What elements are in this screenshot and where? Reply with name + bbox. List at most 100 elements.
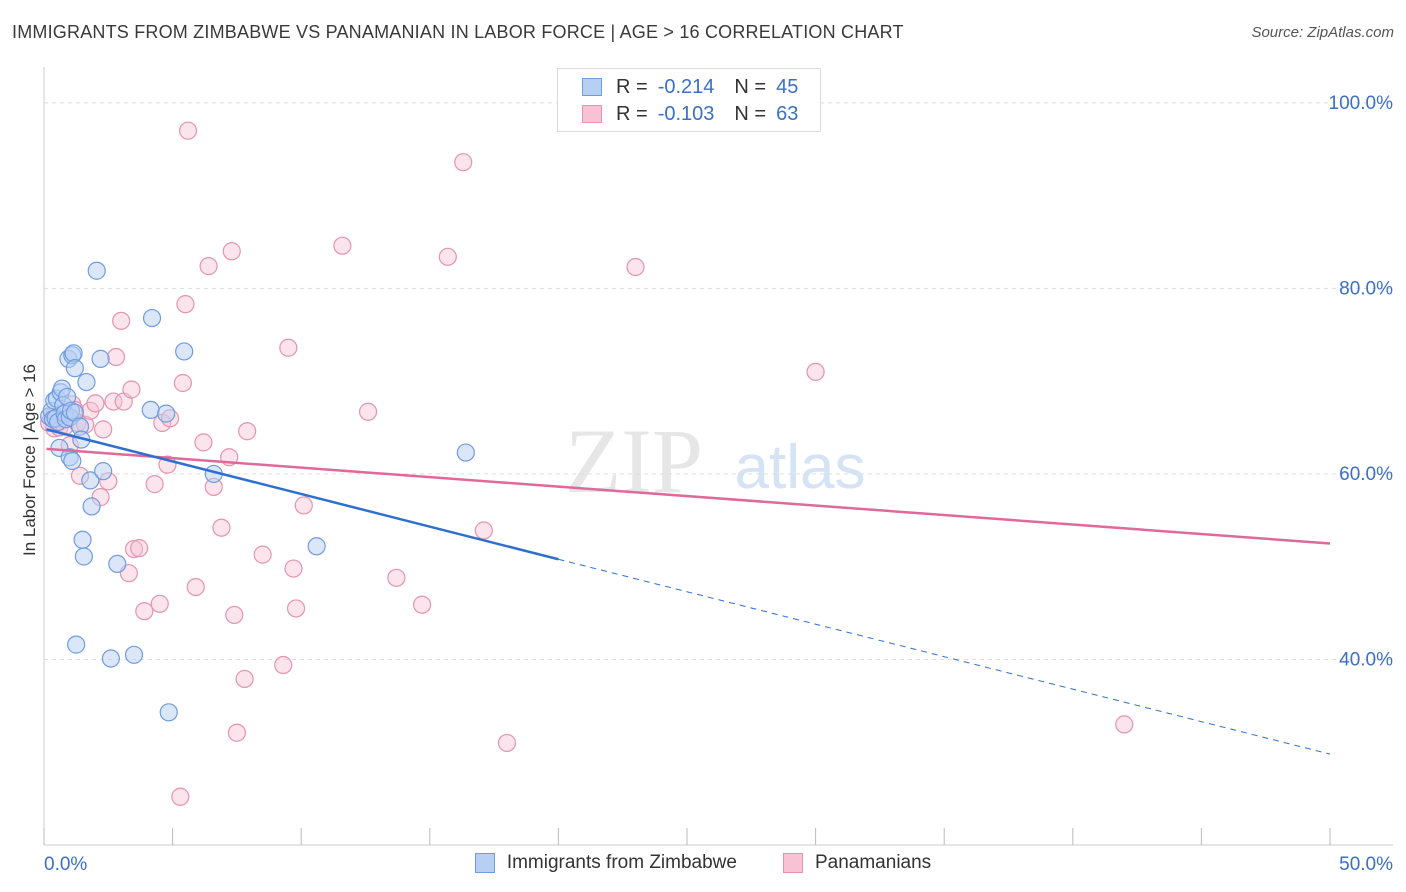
panamanian-point [145,475,164,494]
panamanian-point [122,380,141,399]
panamanian-point [106,347,126,367]
series-panamanians-points [40,121,1134,806]
legend-n-label: N = [734,102,767,125]
zimbabwe-point [82,497,101,516]
panamanian-point [173,373,192,393]
legend-row-zimbabwe: R = -0.214 N = 45 [558,74,798,100]
legend-label-zimbabwe: Immigrants from Zimbabwe [506,852,737,873]
zimbabwe-point [87,261,106,280]
zimbabwe-point [101,649,120,668]
zimbabwe-trend-line [46,428,559,561]
zimbabwe-point [73,530,92,549]
series-zimbabwe-points [40,261,475,722]
panamanian-point [227,723,246,742]
zimbabwe-point [175,342,194,361]
panamanian-point [176,295,195,314]
zimbabwe-point [456,443,475,462]
legend-row-panamanians: R = -0.103 N = 63 [558,101,798,127]
axes [43,67,1393,846]
legend-swatch-zimbabwe [582,78,602,96]
legend-r-label: R = [616,75,648,98]
legend-item-zimbabwe: Immigrants from Zimbabwe [474,852,737,874]
chart-title: IMMIGRANTS FROM ZIMBABWE VS PANAMANIAN I… [12,22,904,42]
zimbabwe-point [91,349,110,368]
panamanian-point [199,257,218,276]
panamanian-point [387,568,406,587]
panamanian-point [1115,715,1134,734]
panamanian-point [358,402,378,421]
zimbabwe-point [157,404,176,423]
tick-labels: 100.0% 80.0% 60.0% 40.0% 0.0% 50.0% [44,93,1393,875]
legend-n-value: 63 [776,102,799,125]
zimbabwe-point [141,400,160,420]
panamanian-point [333,236,352,255]
x-tick-label-max: 50.0% [1339,854,1393,875]
panamanian-point [194,433,213,452]
legend-label-panamanians: Panamanians [814,852,932,873]
panamanian-point [294,496,313,515]
panamanian-point [286,599,306,618]
panamanian-point [235,669,254,689]
trend-lines [46,428,1331,755]
zimbabwe-point [159,703,178,722]
panamanian-point [124,539,144,559]
correlation-legend: R = -0.214 N = 45 R = -0.103 N = 63 [557,68,821,132]
legend-r-value: -0.103 [657,102,715,125]
panamanian-point [178,121,198,140]
panamanian-point [94,420,113,439]
panamanian-point [438,247,457,266]
watermark-atlas: atlas [735,433,866,502]
panamanian-point [274,655,293,675]
zimbabwe-trend-extension [558,558,1331,755]
legend-item-panamanians: Panamanians [782,852,932,874]
panamanian-point [130,539,149,558]
zimbabwe-point [142,308,162,328]
zimbabwe-point [67,635,86,654]
legend-r-label: R = [616,102,648,125]
zimbabwe-point [77,372,96,392]
source-label: Source: ZipAtlas.com [1251,24,1394,41]
panamanian-point [474,521,493,540]
panamanian-point [222,242,241,261]
panamanian-point [279,338,298,357]
legend-n-label: N = [734,75,767,98]
panamanian-point [238,422,257,441]
gridlines [44,102,1393,660]
panamanian-point [212,518,231,537]
panamanian-point [253,545,272,564]
panamanian-point [171,787,190,806]
panamanian-point [497,733,517,753]
x-tick-label-min: 0.0% [44,854,87,875]
y-tick-label-60: 60.0% [1339,464,1393,485]
legend-swatch-panamanians [782,853,803,873]
panamanian-point [412,595,432,614]
zimbabwe-point [124,645,144,664]
panamanian-point [284,559,303,578]
y-tick-label-100: 100.0% [1329,93,1394,114]
panamanian-point [186,577,205,597]
zimbabwe-point [94,462,113,481]
panamanian-point [806,362,825,381]
panamanian-point [225,605,244,625]
zimbabwe-point [81,471,100,490]
panamanian-point [135,602,154,621]
panamanian-point [86,394,105,413]
panamanian-point [150,594,169,613]
panamanian-point [104,392,123,411]
y-tick-label-80: 80.0% [1339,278,1393,299]
zimbabwe-point [63,451,82,471]
panamanian-point [626,257,645,277]
zimbabwe-point [108,554,127,574]
legend-swatch-zimbabwe [474,853,495,873]
legend-n-value: 45 [776,75,799,98]
panamanian-point [112,311,131,330]
panamanians-trend-line [46,447,1331,545]
zimbabwe-point [65,359,84,378]
legend-r-value: -0.214 [657,75,715,98]
series-legend: Immigrants from Zimbabwe Panamanians [0,852,1406,874]
zimbabwe-point [74,547,93,566]
zimbabwe-point [307,537,326,556]
panamanian-point [454,153,473,172]
legend-swatch-panamanians [582,105,602,123]
